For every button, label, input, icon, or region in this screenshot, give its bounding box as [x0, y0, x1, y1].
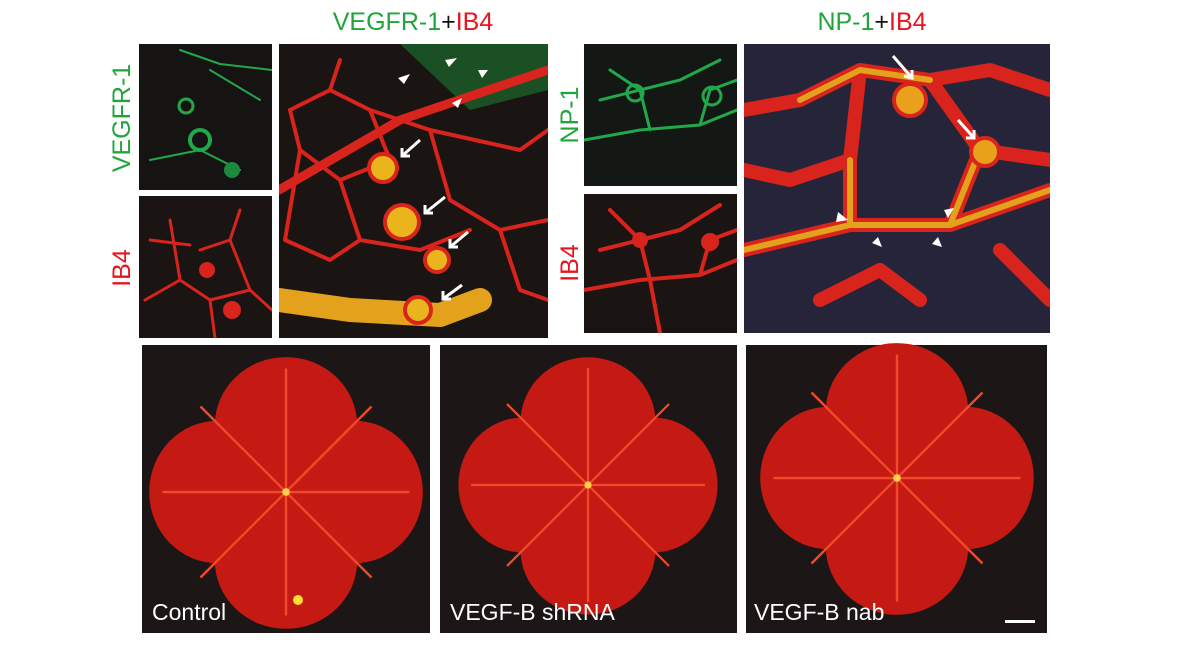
panel-b-title: NP-1+IB4 [817, 8, 926, 36]
micrograph [584, 194, 737, 333]
retina-caption: VEGF-B nab [754, 599, 884, 625]
side-label: NP-1 [556, 87, 584, 144]
micrograph [279, 44, 548, 338]
title-part: + [441, 8, 456, 36]
retina-panel: VEGF-B nab [746, 341, 1047, 633]
retina-caption: Control [152, 599, 226, 625]
micrograph [139, 196, 272, 338]
micrograph [744, 44, 1050, 333]
micrograph [139, 44, 272, 190]
side-label: VEGFR-1 [108, 64, 136, 172]
title-part: IB4 [889, 8, 927, 36]
retina-caption: VEGF-B shRNA [450, 599, 616, 625]
panel-a-title: VEGFR-1+IB4 [333, 8, 494, 36]
title-part: NP-1 [817, 8, 874, 36]
side-label: IB4 [556, 244, 584, 282]
title-part: + [874, 8, 889, 36]
scale-bar [1005, 620, 1035, 623]
title-part: VEGFR-1 [333, 8, 441, 36]
side-label: IB4 [108, 249, 136, 287]
title-part: IB4 [456, 8, 494, 36]
micrograph [584, 44, 737, 186]
retina-panel: VEGF-B shRNA [440, 345, 737, 633]
retina-panel: Control [142, 345, 430, 633]
